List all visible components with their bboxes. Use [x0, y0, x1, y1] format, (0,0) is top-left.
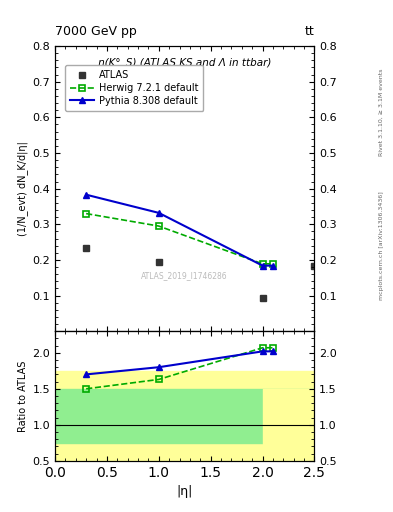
- Text: Rivet 3.1.10, ≥ 3.1M events: Rivet 3.1.10, ≥ 3.1M events: [379, 69, 384, 156]
- Legend: ATLAS, Herwig 7.2.1 default, Pythia 8.308 default: ATLAS, Herwig 7.2.1 default, Pythia 8.30…: [65, 65, 204, 111]
- X-axis label: |η|: |η|: [176, 485, 193, 498]
- Herwig 7.2.1 default: [156, 223, 161, 229]
- Herwig 7.2.1 default: [260, 261, 265, 267]
- Bar: [55, 371, 314, 461]
- Bar: [55, 389, 314, 443]
- ATLAS: [312, 263, 317, 269]
- Pythia 8.308 default: [156, 210, 161, 216]
- Pythia 8.308 default: [260, 263, 265, 269]
- Line: Pythia 8.308 default: Pythia 8.308 default: [83, 191, 276, 269]
- Herwig 7.2.1 default: [84, 210, 88, 217]
- Y-axis label: (1/N_evt) dN_K/d|η|: (1/N_evt) dN_K/d|η|: [17, 141, 28, 236]
- Text: 7000 GeV pp: 7000 GeV pp: [55, 26, 137, 38]
- Text: mcplots.cern.ch [arXiv:1306.3436]: mcplots.cern.ch [arXiv:1306.3436]: [379, 191, 384, 300]
- Line: ATLAS: ATLAS: [83, 244, 318, 301]
- ATLAS: [260, 294, 265, 301]
- Text: ATLAS_2019_I1746286: ATLAS_2019_I1746286: [141, 271, 228, 280]
- Pythia 8.308 default: [270, 263, 275, 269]
- Text: η(K°_S) (ATLAS KS and Λ in ttbar): η(K°_S) (ATLAS KS and Λ in ttbar): [98, 57, 272, 69]
- Pythia 8.308 default: [84, 191, 88, 198]
- Y-axis label: Ratio to ATLAS: Ratio to ATLAS: [18, 360, 28, 432]
- Line: Herwig 7.2.1 default: Herwig 7.2.1 default: [83, 210, 276, 267]
- ATLAS: [84, 245, 88, 251]
- Herwig 7.2.1 default: [270, 261, 275, 267]
- ATLAS: [156, 260, 161, 266]
- Text: tt: tt: [305, 26, 314, 38]
